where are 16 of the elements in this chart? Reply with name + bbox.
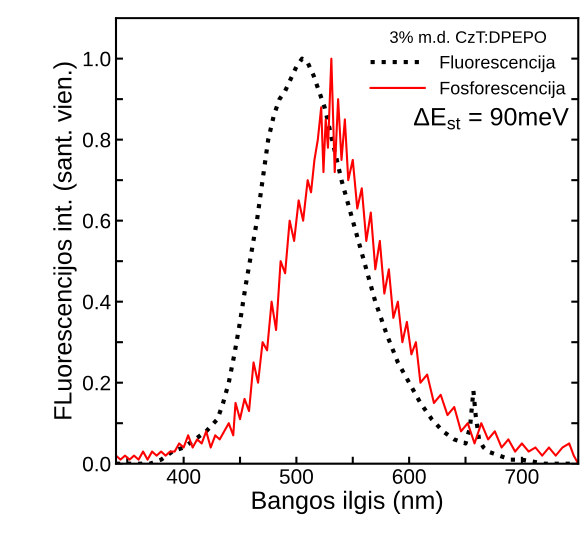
- y-tick-label: 0.0: [82, 456, 110, 472]
- annotation: ΔE$_{st}$ = 90meV: [414, 108, 569, 130]
- y-tick-label: 1.0: [84, 52, 110, 66]
- y-tick-label: 0.2: [82, 376, 110, 390]
- x-tick-label: 400: [166, 469, 200, 484]
- x-tick-label: 600: [392, 469, 426, 484]
- x-axis-title: Bangos ilgis (nm): [252, 490, 442, 514]
- legend-label: Fluorescencija: [440, 55, 556, 72]
- x-tick-label: 500: [280, 469, 313, 484]
- legend-title: 3% m.d. CzT:DPEPO: [390, 30, 546, 44]
- y-tick-label: 0.6: [82, 214, 110, 228]
- y-axis-title: FLuorescencijos int. (sant. vien.): [53, 62, 77, 419]
- legend-label: Fosforescencija: [440, 81, 566, 98]
- y-tick-label: 0.8: [82, 132, 110, 148]
- x-tick-label: 700: [506, 469, 538, 484]
- y-tick-label: 0.4: [82, 294, 111, 310]
